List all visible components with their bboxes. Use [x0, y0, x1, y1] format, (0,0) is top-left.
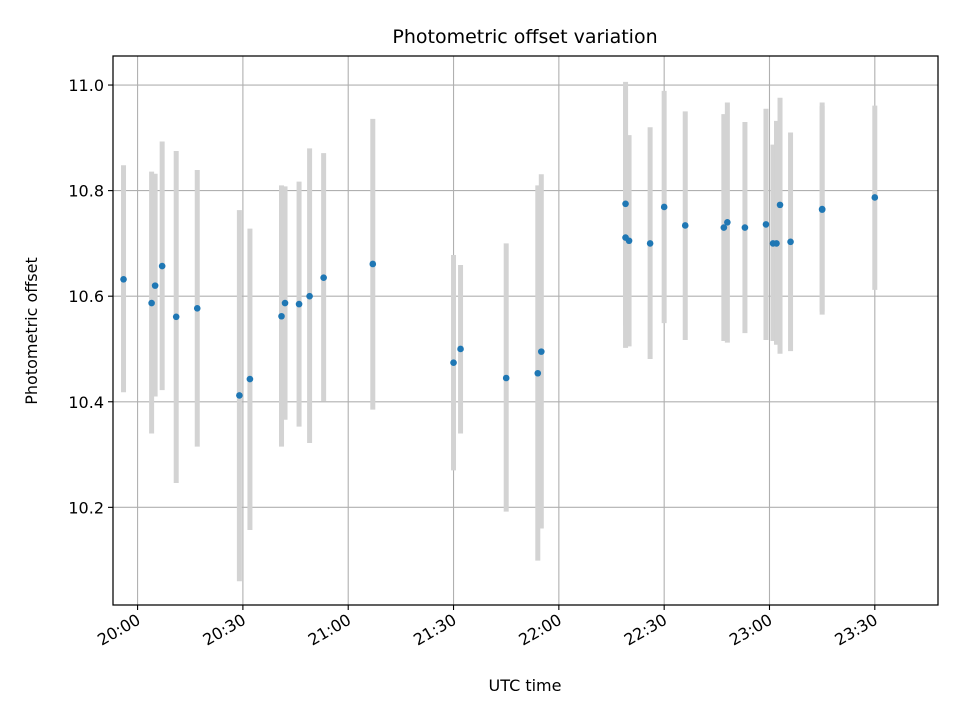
- data-point: [776, 201, 784, 209]
- data-point: [295, 300, 303, 308]
- data-point: [646, 240, 654, 247]
- data-point: [720, 224, 728, 231]
- data-point: [681, 222, 689, 229]
- data-point: [502, 374, 510, 382]
- data-point: [450, 359, 457, 367]
- data-point: [120, 275, 127, 283]
- data-point: [278, 312, 285, 320]
- data-point: [281, 299, 289, 307]
- data-point: [193, 305, 201, 312]
- data-point: [148, 299, 155, 307]
- data-point: [537, 348, 545, 355]
- data-point: [625, 237, 633, 245]
- plot-frame: [112, 55, 939, 606]
- data-point: [787, 238, 794, 246]
- data-point: [320, 274, 327, 282]
- data-point: [724, 218, 731, 226]
- data-point: [762, 221, 770, 228]
- y-tick-label: 10.8: [68, 182, 104, 201]
- data-point: [818, 205, 826, 213]
- data-point: [457, 345, 464, 353]
- y-tick-label: 10.4: [68, 393, 104, 412]
- point-layer: [120, 194, 879, 399]
- data-point: [369, 260, 377, 268]
- y-tick-label: 11.0: [68, 76, 104, 95]
- data-point: [172, 313, 180, 321]
- data-point: [741, 224, 749, 231]
- x-axis-label: UTC time: [489, 676, 562, 695]
- data-point: [151, 282, 159, 289]
- data-point: [534, 369, 542, 377]
- data-point: [660, 203, 668, 211]
- y-tick-label: 10.6: [68, 287, 104, 306]
- chart-title: Photometric offset variation: [392, 26, 657, 48]
- y-axis: 10.2 10.4 10.6 10.8 11.0: [68, 76, 113, 517]
- data-point: [236, 392, 243, 399]
- y-tick-label: 10.2: [68, 498, 104, 517]
- data-point: [246, 375, 254, 383]
- data-point: [622, 200, 629, 208]
- y-axis-label: Photometric offset: [22, 257, 41, 405]
- data-point: [158, 262, 166, 270]
- data-point: [306, 292, 313, 300]
- data-point: [773, 240, 780, 247]
- data-point: [871, 194, 879, 201]
